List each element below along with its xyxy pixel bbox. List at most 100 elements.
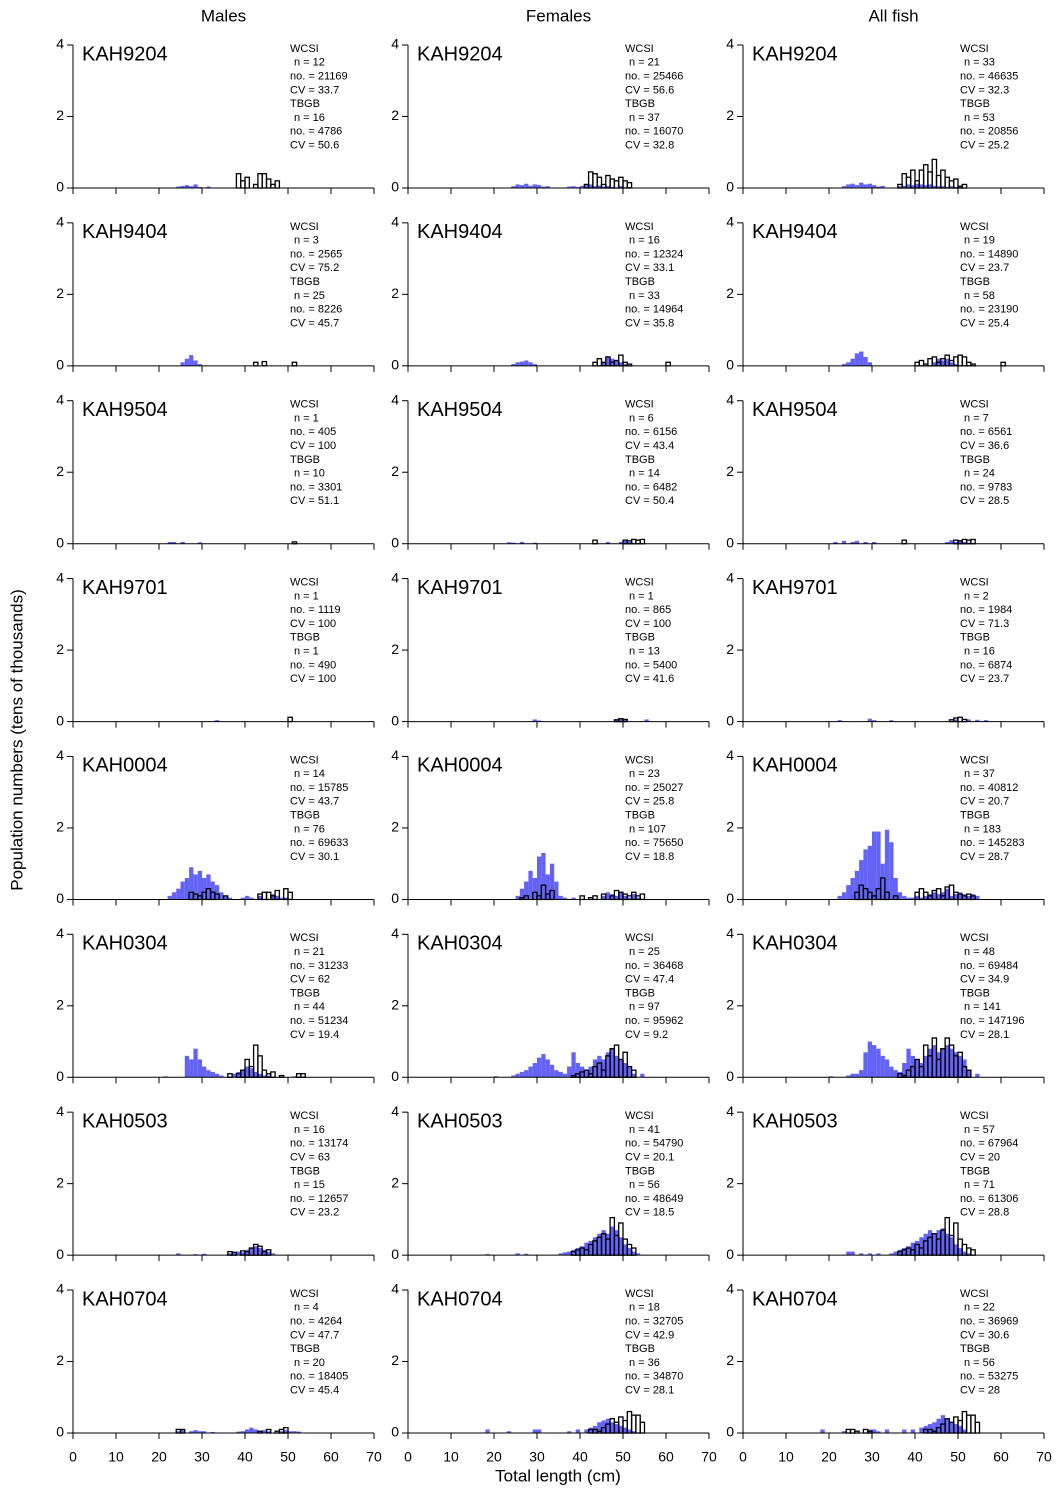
wcsi-bar (262, 1249, 267, 1256)
wcsi-bar (837, 895, 842, 900)
panel-title: KAH9204 (752, 43, 838, 65)
stats-line: WCSI (960, 932, 989, 944)
x-tick-label: 10 (108, 1449, 124, 1465)
wcsi-bar (975, 895, 980, 900)
wcsi-bar (872, 1045, 877, 1078)
tbgb-bar (287, 891, 293, 901)
wcsi-bar (584, 185, 589, 188)
stats-line: WCSI (625, 1110, 654, 1122)
stats-line: no. = 21169 (290, 71, 348, 83)
wcsi-bar (262, 1430, 267, 1434)
stats-line: CV = 28.1 (960, 1029, 1009, 1041)
wcsi-bar (962, 1059, 967, 1078)
stats-line: n = 16 (629, 235, 660, 247)
y-tick-label: 4 (56, 36, 64, 52)
wcsi-bar (872, 831, 877, 900)
stats-line: no. = 46635 (960, 71, 1018, 83)
wcsi-bar (245, 1429, 250, 1434)
wcsi-bar (902, 895, 907, 900)
stats-line: WCSI (290, 932, 319, 944)
y-tick-label: 2 (391, 641, 399, 657)
wcsi-bar (597, 1055, 602, 1078)
y-tick-label: 4 (726, 391, 734, 407)
wcsi-bar (932, 1422, 937, 1434)
stats-line: WCSI (960, 399, 989, 411)
wcsi-bar (257, 1248, 263, 1256)
y-tick-label: 4 (391, 569, 399, 585)
wcsi-bar (880, 1055, 885, 1078)
wcsi-bar (949, 895, 954, 900)
stats-line: n = 107 (629, 823, 666, 835)
wcsi-bar (923, 895, 928, 900)
wcsi-bar (275, 895, 280, 900)
wcsi-bar (558, 1253, 563, 1256)
wcsi-bar (970, 894, 976, 900)
stats-line: n = 1 (294, 412, 319, 424)
wcsi-bar (863, 849, 868, 900)
stats-line: CV = 20 (960, 1151, 1000, 1163)
panel-title: KAH9504 (417, 399, 503, 421)
wcsi-bar (283, 897, 288, 900)
stats-line: no. = 12324 (625, 248, 683, 260)
stats-line: CV = 62 (290, 974, 330, 986)
y-tick-label: 4 (726, 36, 734, 52)
wcsi-bar (180, 541, 185, 544)
wcsi-bar (296, 1431, 301, 1434)
column-title: Males (201, 6, 246, 25)
wcsi-bar (580, 1246, 585, 1256)
stats-line: WCSI (625, 221, 654, 233)
wcsi-bar (515, 184, 520, 188)
y-tick-label: 2 (56, 819, 64, 835)
stats-line: WCSI (960, 576, 989, 588)
wcsi-bar (623, 895, 628, 900)
wcsi-bar (485, 1429, 490, 1434)
wcsi-bar (863, 356, 868, 366)
wcsi-bar (214, 885, 220, 900)
wcsi-bar (214, 1073, 220, 1078)
wcsi-bar (983, 720, 989, 722)
wcsi-bar (558, 1071, 563, 1078)
y-tick-label: 2 (56, 285, 64, 301)
panel-title: KAH9204 (417, 43, 503, 65)
stats-line: no. = 865 (625, 604, 671, 616)
wcsi-bar (541, 186, 546, 188)
y-tick-label: 2 (726, 285, 734, 301)
y-tick-label: 2 (56, 1352, 64, 1368)
wcsi-bar (601, 1230, 606, 1256)
y-tick-label: 4 (726, 747, 734, 763)
wcsi-bar (854, 1073, 860, 1078)
y-tick-label: 0 (56, 1068, 64, 1084)
stats-line: WCSI (625, 1288, 654, 1300)
wcsi-bar (975, 1073, 980, 1078)
y-tick-label: 4 (391, 1103, 399, 1119)
stats-line: CV = 100 (290, 673, 336, 685)
stats-line: CV = 33.7 (290, 84, 339, 96)
stats-line: n = 18 (629, 1302, 660, 1314)
stats-line: no. = 18405 (290, 1371, 348, 1383)
wcsi-bar (854, 353, 860, 366)
wcsi-bar (889, 1066, 894, 1078)
panel-title: KAH0304 (417, 933, 503, 955)
wcsi-bar (506, 542, 512, 544)
stats-line: n = 1 (294, 645, 319, 657)
stats-line: n = 4 (294, 1302, 319, 1314)
panel-title: KAH9701 (417, 577, 503, 599)
wcsi-bar (919, 184, 924, 188)
tbgb-bar (901, 539, 908, 545)
wcsi-bar (872, 541, 877, 544)
stats-line: n = 58 (964, 290, 995, 302)
panel-title: KAH0503 (417, 1110, 503, 1132)
stats-line: n = 22 (964, 1302, 995, 1314)
wcsi-bar (524, 360, 529, 366)
wcsi-bar (897, 186, 903, 188)
stats-line: CV = 36.6 (960, 440, 1009, 452)
panel-title: KAH0503 (82, 1110, 168, 1132)
wcsi-bar (257, 1431, 263, 1434)
wcsi-bar (902, 1063, 907, 1078)
wcsi-bar (167, 541, 172, 544)
wcsi-bar (601, 1420, 606, 1434)
stats-line: CV = 43.4 (625, 440, 674, 452)
y-tick-label: 4 (726, 1103, 734, 1119)
wcsi-bar (197, 542, 202, 544)
stats-line: CV = 50.4 (625, 495, 674, 507)
